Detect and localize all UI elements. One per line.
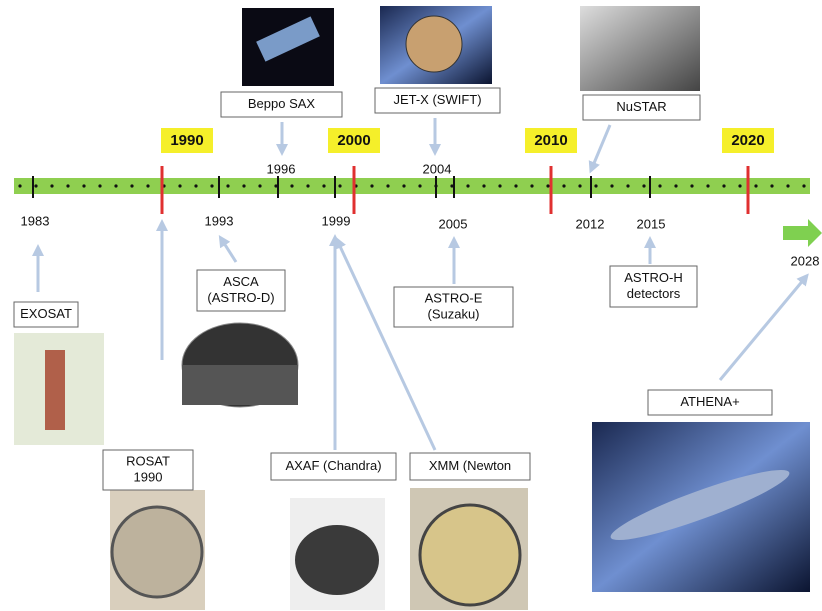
image (406, 16, 462, 72)
year-label: 1983 (21, 213, 50, 228)
dot (530, 184, 533, 187)
image (420, 505, 520, 605)
mission-label: Beppo SAX (248, 96, 316, 111)
mission-label: ATHENA+ (680, 394, 739, 409)
dot (514, 184, 517, 187)
mission-label: XMM (Newton (429, 458, 511, 473)
dot (738, 184, 741, 187)
arrow (592, 125, 610, 168)
dot (338, 184, 341, 187)
dot (290, 184, 293, 187)
dot (706, 184, 709, 187)
dot (386, 184, 389, 187)
dot (594, 184, 597, 187)
image (580, 6, 700, 91)
dot (482, 184, 485, 187)
mission-label: (Suzaku) (427, 306, 479, 321)
dot (66, 184, 69, 187)
dot (82, 184, 85, 187)
dot (322, 184, 325, 187)
image (182, 365, 298, 405)
mission-label: ASCA (223, 274, 259, 289)
dot (18, 184, 21, 187)
year-label: 1996 (267, 161, 296, 176)
dot (658, 184, 661, 187)
decade-label: 2020 (731, 132, 764, 149)
arrow (338, 242, 435, 450)
decade-label: 2000 (337, 132, 370, 149)
dot (418, 184, 421, 187)
dot (402, 184, 405, 187)
dot (34, 184, 37, 187)
arrow (720, 278, 805, 380)
decade-label: 2010 (534, 132, 567, 149)
timeline-diagram: 1990 2000 2010 2020 1983 1993 1996 1999 2004 2005… (0, 0, 822, 611)
dot (98, 184, 101, 187)
dot (690, 184, 693, 187)
dot (194, 184, 197, 187)
dot (722, 184, 725, 187)
dot (178, 184, 181, 187)
dot (130, 184, 133, 187)
dot (242, 184, 245, 187)
mission-label: ROSAT (126, 453, 170, 468)
mission-label: (ASTRO-D) (207, 290, 274, 305)
dot (306, 184, 309, 187)
year-label: 2005 (439, 216, 468, 231)
image (112, 507, 202, 597)
dot (146, 184, 149, 187)
dot (802, 184, 805, 187)
dot (562, 184, 565, 187)
mission-label: detectors (627, 286, 681, 301)
dot (258, 184, 261, 187)
dot (370, 184, 373, 187)
dot (498, 184, 501, 187)
dot (786, 184, 789, 187)
dot (674, 184, 677, 187)
year-label: 2015 (637, 216, 666, 231)
dot (50, 184, 53, 187)
dot (114, 184, 117, 187)
dot (642, 184, 645, 187)
image (45, 350, 65, 430)
decade-label: 1990 (170, 132, 203, 149)
year-label: 2004 (423, 161, 452, 176)
dot (610, 184, 613, 187)
year-label: 2028 (791, 253, 820, 268)
dot (466, 184, 469, 187)
dot (546, 184, 549, 187)
mission-label: NuSTAR (616, 99, 666, 114)
mission-label: ASTRO-H (624, 270, 683, 285)
year-label: 1999 (322, 213, 351, 228)
mission-label: AXAF (Chandra) (285, 458, 381, 473)
dot (754, 184, 757, 187)
dot (578, 184, 581, 187)
mission-label: ASTRO-E (425, 290, 483, 305)
dot (226, 184, 229, 187)
mission-label: 1990 (134, 469, 163, 484)
image (295, 525, 379, 595)
dot (210, 184, 213, 187)
future-arrow (783, 219, 822, 247)
mission-label: JET-X (SWIFT) (393, 92, 481, 107)
mission-label: EXOSAT (20, 306, 72, 321)
year-label: 1993 (205, 213, 234, 228)
dot (626, 184, 629, 187)
dot (770, 184, 773, 187)
arrow (222, 240, 236, 262)
year-label: 2012 (576, 216, 605, 231)
